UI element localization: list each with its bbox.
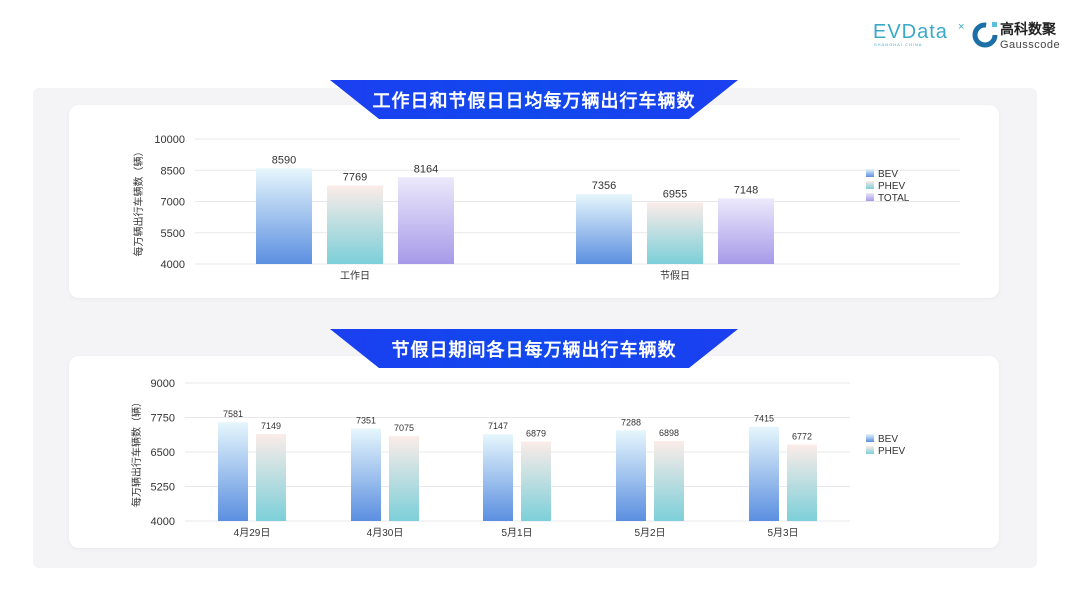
legend-label: BEV [878,434,898,445]
bar-PHEV [787,444,817,521]
legend-label: PHEV [878,446,906,457]
x-tick-label: 5月1日 [501,527,532,539]
chart-title-2: 节假日期间各日每万辆出行车辆数 [330,329,738,368]
data-label: 6879 [526,429,546,439]
x-tick-label: 4月30日 [367,527,404,539]
data-label: 7769 [343,171,367,183]
data-label: 7356 [592,180,616,192]
data-label: 7351 [356,416,376,426]
svg-text:Gausscode: Gausscode [1000,39,1060,51]
legend-swatch-PHEV [866,181,874,189]
data-label: 7147 [488,421,508,431]
bar-BEV [218,422,248,521]
svg-text:×: × [958,21,964,33]
data-label: 6955 [663,188,687,200]
bar-PHEV [647,202,703,264]
data-label: 7288 [621,417,641,427]
legend-label: PHEV [878,181,906,192]
y-tick-label: 7000 [161,197,185,209]
svg-text:SHANGHAI CHINA: SHANGHAI CHINA [874,42,922,47]
bar-PHEV [327,185,383,264]
x-tick-label: 节假日 [660,269,690,282]
bar-PHEV [256,434,286,521]
legend-swatch-BEV [866,169,874,177]
legend-label: TOTAL [878,193,910,204]
data-label: 7581 [223,409,243,419]
data-label: 7148 [734,184,758,196]
bar-TOTAL [718,198,774,264]
data-label: 6898 [659,428,679,438]
data-label: 8164 [414,163,438,175]
y-tick-label: 6500 [151,447,175,459]
data-label: 7149 [261,421,281,431]
svg-text:EVData: EVData [873,21,948,43]
y-tick-label: 5250 [151,482,175,494]
data-label: 7415 [754,414,774,424]
bar-BEV [256,168,312,264]
svg-text:高科数聚: 高科数聚 [1000,21,1057,37]
data-label: 8590 [272,154,296,166]
data-label: 6772 [792,431,812,441]
evdata-logo: EVData × SHANGHAI CHINA [873,18,968,48]
data-label: 7075 [394,423,414,433]
bar-BEV [616,430,646,521]
y-tick-label: 9000 [151,378,175,390]
y-tick-label: 5500 [161,228,185,240]
bar-PHEV [521,441,551,521]
bar-BEV [351,428,381,521]
x-tick-label: 工作日 [340,270,370,282]
legend-swatch-PHEV [866,446,874,454]
y-tick-label: 4000 [151,516,175,528]
bar-TOTAL [398,177,454,264]
bar-BEV [749,426,779,521]
x-tick-label: 4月29日 [234,527,271,539]
bar-PHEV [654,441,684,521]
bar-PHEV [389,436,419,521]
bar-BEV [483,434,513,521]
y-axis-label: 每万辆出行车辆数（辆） [132,147,145,257]
bar-BEV [576,194,632,264]
legend-swatch-BEV [866,434,874,442]
y-tick-label: 8500 [161,165,185,177]
gausscode-logo: 高科数聚 Gausscode [972,18,1072,52]
y-tick-label: 7750 [151,413,175,425]
y-axis-label: 每万辆出行车辆数（辆） [130,397,143,507]
x-tick-label: 5月2日 [634,527,665,539]
y-tick-label: 4000 [161,259,185,271]
y-tick-label: 10000 [154,134,185,146]
legend-label: BEV [878,169,898,180]
x-tick-label: 5月3日 [767,527,798,539]
chart-title-1: 工作日和节假日日均每万辆出行车辆数 [330,80,738,119]
legend-swatch-TOTAL [866,193,874,201]
